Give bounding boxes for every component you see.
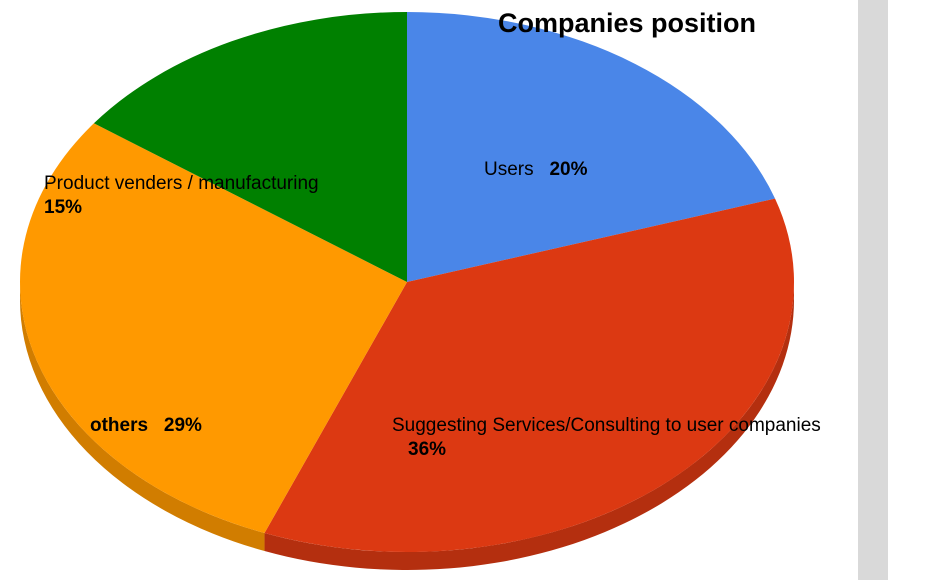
slice-name-vendors: Product venders / manufacturing [44, 173, 319, 194]
pie-slice-0[interactable] [407, 12, 776, 282]
slice-label-vendors: Product venders / manufacturing 15% [44, 172, 319, 220]
slice-pct-users: 20% [549, 159, 588, 180]
pie-slice-3[interactable] [93, 12, 407, 282]
pie-side-2 [20, 282, 265, 552]
scrollbar-track[interactable] [858, 0, 888, 580]
slice-label-users: Users 20% [484, 158, 588, 182]
pie-slice-2[interactable] [19, 123, 408, 534]
slice-label-consulting: Suggesting Services/Consulting to user c… [392, 414, 821, 462]
slice-name-consulting: Suggesting Services/Consulting to user c… [392, 415, 821, 436]
slice-pct-vendors: 15% [44, 197, 83, 218]
slice-name-users: Users [484, 159, 534, 180]
slice-pct-others: 29% [163, 415, 202, 436]
pie-slice-1[interactable] [264, 198, 795, 553]
slice-pct-consulting: 36% [408, 439, 447, 460]
pie-side-walls [20, 282, 795, 570]
pie-side-1 [264, 282, 795, 570]
chart-title: Companies position [498, 8, 757, 38]
slice-name-others: others [90, 415, 149, 436]
slice-label-others: others 29% [90, 414, 202, 438]
